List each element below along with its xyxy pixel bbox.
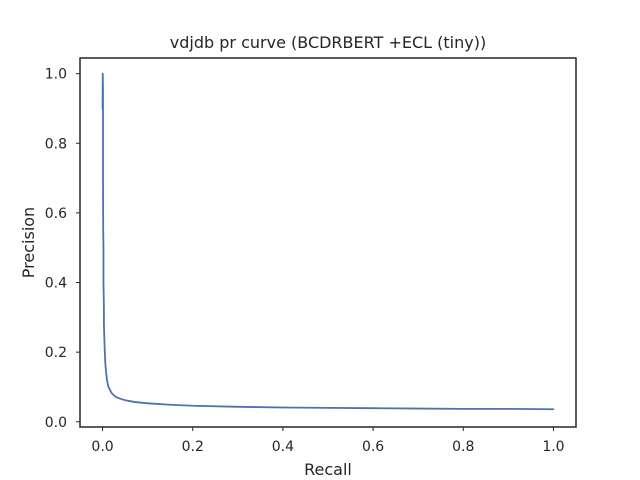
- y-tick-label: 0.4: [45, 276, 67, 292]
- y-tick-label: 0.8: [45, 136, 67, 152]
- y-axis-label: Precision: [19, 207, 38, 278]
- y-tick-label: 0.2: [45, 345, 67, 361]
- y-axis: 0.0 0.2 0.4 0.6 0.8 1.0: [45, 67, 80, 431]
- chart-title: vdjdb pr curve (BCDRBERT +ECL (tiny)): [170, 33, 486, 52]
- x-tick-label: 0.6: [362, 439, 384, 455]
- plot-frame: [79, 57, 577, 428]
- x-tick-label: 0.2: [182, 439, 204, 455]
- pr-curve-line: [101, 72, 555, 411]
- x-tick-label: 0.8: [452, 439, 474, 455]
- y-tick-label: 1.0: [45, 67, 67, 83]
- plot-area: [101, 72, 555, 411]
- x-axis: 0.0 0.2 0.4 0.6 0.8 1.0: [91, 427, 565, 455]
- y-tick-label: 0.6: [45, 206, 67, 222]
- x-tick-label: 0.0: [91, 439, 113, 455]
- x-axis-label: Recall: [304, 460, 352, 479]
- x-tick-label: 0.4: [272, 439, 294, 455]
- x-tick-label: 1.0: [542, 439, 564, 455]
- y-tick-label: 0.0: [45, 415, 67, 431]
